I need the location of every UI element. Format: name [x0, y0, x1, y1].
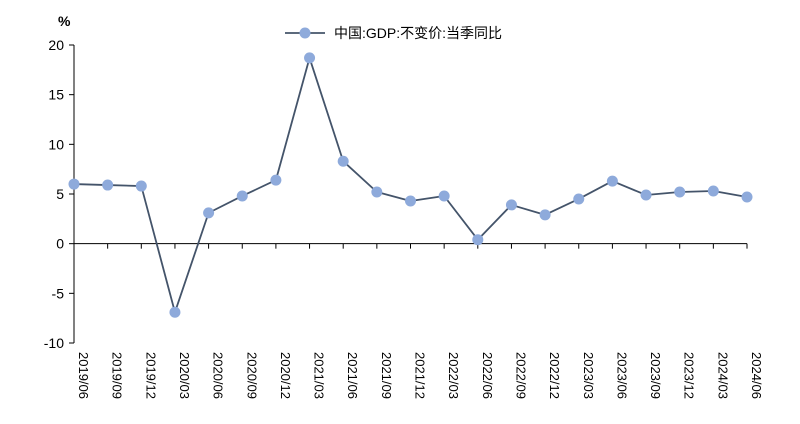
y-unit-label: % — [58, 13, 71, 29]
data-point — [236, 190, 248, 202]
x-tick-label: 2023/06 — [614, 352, 629, 399]
x-tick-label: 2019/06 — [76, 352, 91, 399]
x-tick-label: 2021/06 — [345, 352, 360, 399]
x-tick-label: 2022/03 — [446, 352, 461, 399]
data-point — [674, 186, 686, 198]
data-point — [203, 207, 215, 219]
x-tick-label: 2019/12 — [143, 352, 158, 399]
x-tick-label: 2021/09 — [379, 352, 394, 399]
legend-marker — [299, 27, 311, 39]
data-point — [169, 306, 181, 318]
data-point — [573, 193, 585, 205]
y-tick-label: 15 — [48, 87, 64, 103]
data-point — [102, 179, 114, 191]
x-tick-label: 2022/09 — [513, 352, 528, 399]
data-point — [135, 180, 147, 192]
data-point — [640, 189, 652, 201]
y-tick-label: -5 — [52, 285, 65, 301]
data-point — [606, 175, 618, 187]
data-point — [707, 185, 719, 197]
axes: 20 15 10 5 0 -5 -10 2019/06 2019/09 2019/12 2020/0… — [44, 37, 764, 399]
data-point — [270, 174, 282, 186]
y-tick-label: 10 — [48, 136, 64, 152]
y-tick-label: 5 — [56, 186, 64, 202]
x-tick-label: 2023/03 — [581, 352, 596, 399]
x-tick-label: 2019/09 — [110, 352, 125, 399]
data-point — [405, 195, 416, 207]
x-tick-label: 2023/09 — [648, 352, 663, 399]
y-tick-label: -10 — [44, 335, 64, 351]
legend: 中国:GDP:不变价:当季同比 — [285, 25, 502, 41]
x-tick-label: 2020/12 — [278, 352, 293, 399]
data-point — [505, 199, 517, 211]
series-line — [68, 52, 753, 318]
x-tick-label: 2020/03 — [177, 352, 192, 399]
x-tick-label: 2021/03 — [312, 352, 327, 399]
data-point — [371, 186, 383, 198]
x-tick-label: 2020/09 — [244, 352, 259, 399]
x-tick-label: 2023/12 — [682, 352, 697, 399]
data-point — [337, 155, 349, 167]
data-point — [741, 191, 753, 203]
data-point — [472, 234, 484, 246]
data-point — [438, 190, 450, 202]
data-point — [68, 178, 80, 190]
legend-label: 中国:GDP:不变价:当季同比 — [334, 25, 502, 41]
x-tick-label: 2020/06 — [211, 352, 226, 399]
x-tick-label: 2022/12 — [547, 352, 562, 399]
series-path — [73, 57, 748, 314]
x-tick-label: 2022/06 — [480, 352, 495, 399]
data-point — [539, 209, 551, 221]
y-tick-label: 20 — [48, 37, 64, 53]
data-point — [304, 52, 316, 64]
x-tick-label: 2021/12 — [413, 352, 428, 399]
y-tick-label: 0 — [56, 236, 64, 252]
x-tick-label: 2024/03 — [715, 352, 730, 399]
x-tick-label: 2024/06 — [749, 352, 764, 399]
